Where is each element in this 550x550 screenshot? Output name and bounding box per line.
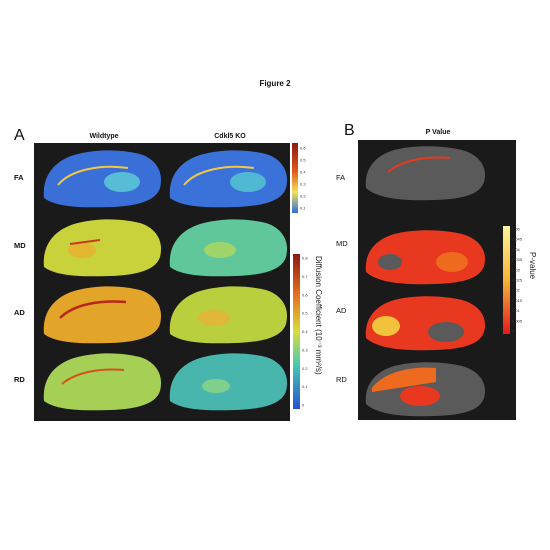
- fa-ko-map: [169, 150, 288, 208]
- panel-b-letter: B: [344, 122, 355, 139]
- p-value-colorbar-tick-label: 0.025: [512, 278, 523, 283]
- row-label-md: MD: [14, 241, 26, 250]
- fa-colorbar-tick-label: 0.1: [300, 206, 306, 211]
- panel-a-letter: A: [14, 127, 25, 144]
- p-value-colorbar: [503, 226, 510, 334]
- md-ko-map: [169, 219, 288, 277]
- p-value-colorbar-label: P-value: [528, 252, 537, 280]
- panel-b-row-rd: RD: [336, 375, 347, 384]
- rd-wildtype-map: [43, 353, 162, 411]
- diffusion-colorbar-tick-label: 0: [302, 403, 305, 408]
- diffusion-colorbar: [293, 254, 300, 409]
- fa-colorbar-tick-label: 0.6: [300, 146, 306, 151]
- rd-ko-map: [169, 353, 288, 411]
- p-ad-map: [365, 296, 486, 351]
- diffusion-colorbar-tick-label: 0.3: [302, 347, 308, 352]
- column-header-wildtype: Wildtype: [89, 133, 119, 140]
- p-value-colorbar-tick-label: 0.02: [512, 288, 521, 293]
- panel-b-row-fa: FA: [336, 173, 346, 182]
- p-md-map: [365, 230, 486, 285]
- md-wildtype-map: [43, 219, 162, 277]
- diffusion-colorbar-tick-label: 0.2: [302, 366, 308, 371]
- p-value-colorbar-tick-label: 0.04: [512, 247, 521, 252]
- p-value-colorbar-tick-label: 0.045: [512, 237, 523, 242]
- fa-colorbar-tick-label: 0.5: [300, 158, 306, 163]
- p-value-colorbar-tick-label: 0.005: [512, 318, 523, 323]
- panel-b-title: P Value: [425, 129, 451, 136]
- diffusion-colorbar-tick-label: 0.4: [302, 329, 308, 334]
- diffusion-colorbar-label: Diffusion Coefficient (10⁻³ mm²/s): [314, 256, 323, 375]
- diffusion-colorbar-tick-label: 0.5: [302, 311, 308, 316]
- diffusion-colorbar-tick-label: 0.6: [302, 292, 308, 297]
- row-label-ad: AD: [14, 308, 25, 317]
- row-label-rd: RD: [14, 375, 25, 384]
- diffusion-colorbar-ticks: 0.8 0.7 0.6 0.5 0.4 0.3 0.2 0.1 0: [302, 256, 308, 408]
- p-rd-map: [365, 362, 486, 417]
- p-value-colorbar-tick-label: 0.01: [512, 308, 521, 313]
- p-value-colorbar-tick-label: 0.015: [512, 298, 523, 303]
- panel-b-row-ad: AD: [336, 306, 347, 315]
- diffusion-colorbar-tick-label: 0.7: [302, 274, 308, 279]
- p-value-colorbar-tick-label: 0.03: [512, 267, 521, 272]
- p-value-colorbar-tick-label: 0.05: [512, 227, 521, 232]
- fa-colorbar-tick-label: 0.4: [300, 170, 306, 175]
- figure-title: Figure 2: [259, 79, 291, 88]
- ad-ko-map: [169, 286, 288, 344]
- fa-wildtype-map: [43, 150, 162, 208]
- ad-wildtype-map: [43, 286, 162, 344]
- column-header-cdkl5-ko: Cdkl5 KO: [214, 133, 246, 140]
- fa-colorbar-ticks: 0.6 0.5 0.4 0.3 0.2 0.1: [300, 146, 306, 211]
- fa-colorbar: [292, 143, 298, 213]
- fa-colorbar-tick-label: 0.3: [300, 182, 306, 187]
- p-fa-map: [365, 146, 486, 201]
- p-value-colorbar-tick-label: 0.035: [512, 257, 523, 262]
- p-value-colorbar-ticks: 0.05 0.045 0.04 0.035 0.03 0.025 0.02 0.015 0.01…: [512, 227, 523, 334]
- panel-b-row-md: MD: [336, 239, 348, 248]
- p-value-colorbar-tick-label: 0: [512, 329, 515, 334]
- fa-colorbar-tick-label: 0.2: [300, 194, 306, 199]
- row-label-fa: FA: [14, 173, 24, 182]
- diffusion-colorbar-tick-label: 0.8: [302, 256, 308, 261]
- diffusion-colorbar-tick-label: 0.1: [302, 384, 308, 389]
